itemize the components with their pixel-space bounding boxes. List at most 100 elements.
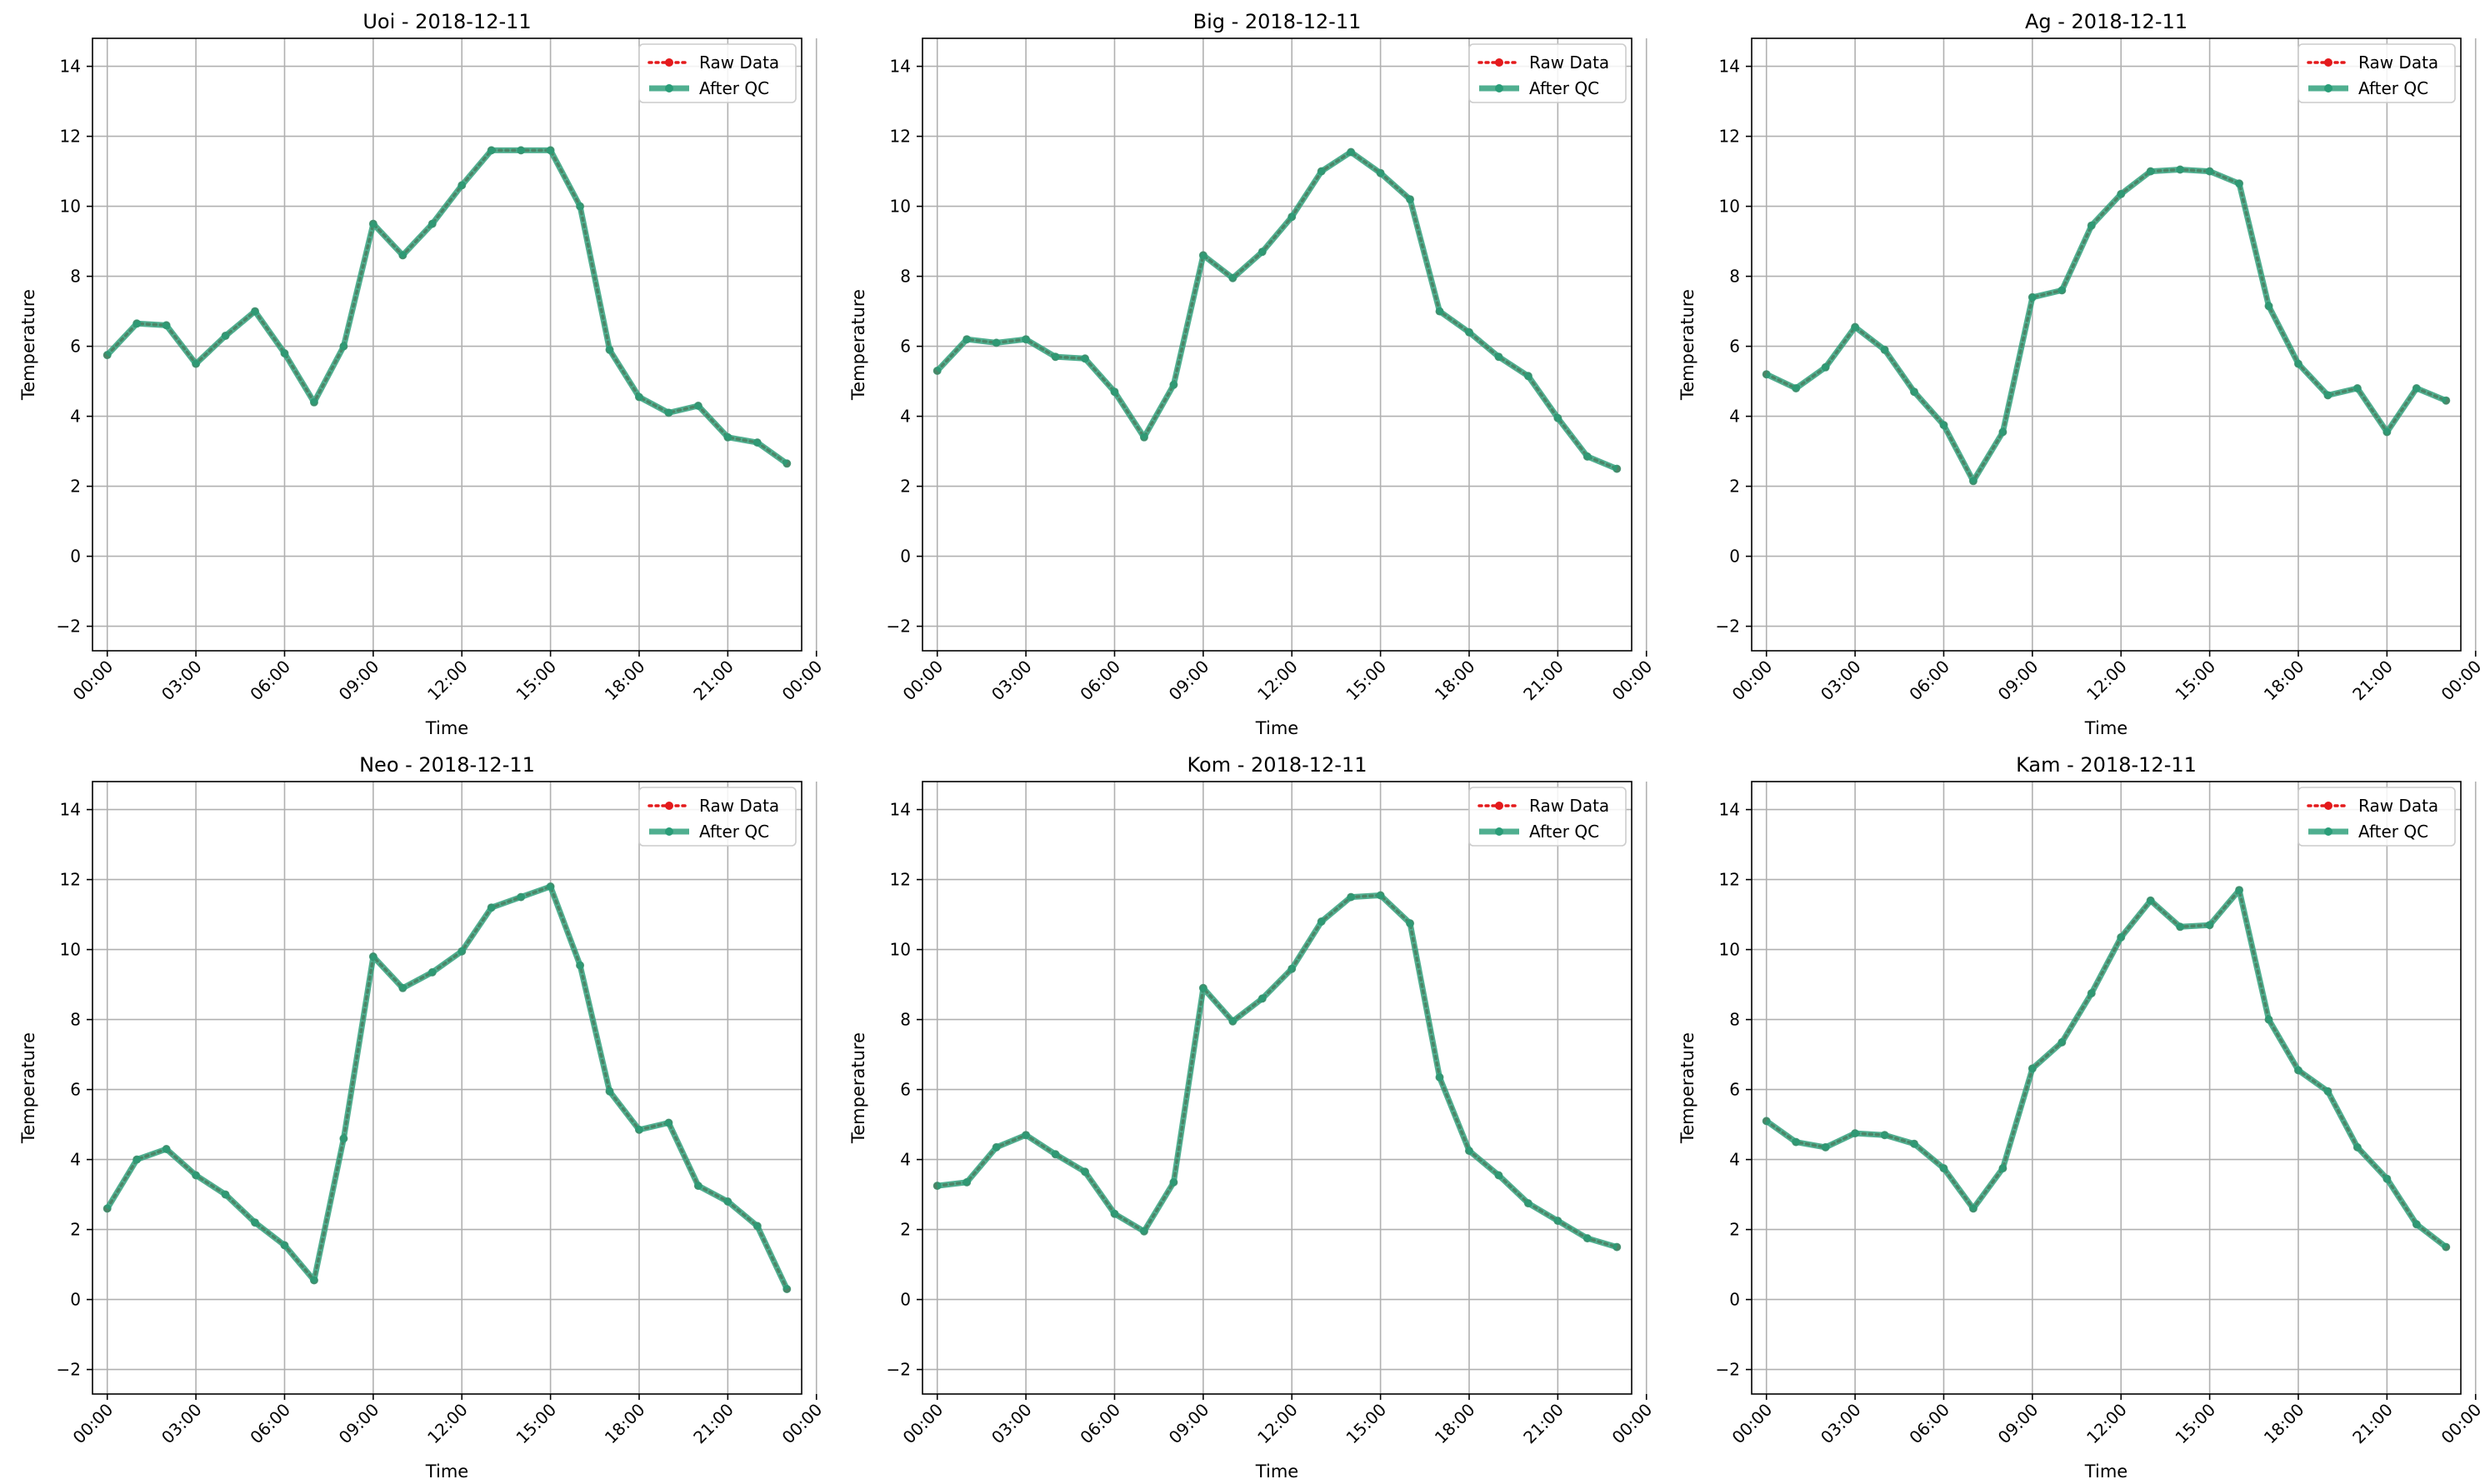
data-point: [605, 1087, 614, 1096]
x-tick-label: 03:00: [158, 1400, 206, 1448]
data-point: [752, 1222, 762, 1231]
x-axis-label: Time: [425, 718, 468, 738]
y-tick-label: −2: [1716, 1360, 1740, 1380]
data-point: [2146, 896, 2155, 905]
data-point: [1081, 354, 1090, 363]
data-point: [1939, 421, 1948, 430]
x-tick-label: 12:00: [1253, 657, 1302, 705]
y-tick-label: 6: [900, 1080, 911, 1100]
data-point: [1762, 370, 1771, 379]
data-point: [2323, 1087, 2332, 1096]
data-point: [1792, 1137, 1801, 1147]
legend-label-raw-data: Raw Data: [699, 796, 779, 816]
x-tick-label: 00:00: [899, 657, 948, 705]
y-tick-label: 6: [1729, 337, 1740, 357]
y-tick-label: 10: [1719, 197, 1740, 217]
legend-marker: [1495, 84, 1503, 92]
series-raw-data: [933, 148, 1621, 473]
data-point: [339, 342, 348, 351]
data-point: [1762, 1117, 1771, 1126]
data-point: [2028, 1064, 2037, 1073]
legend-label-raw-data: Raw Data: [2358, 796, 2438, 816]
x-tick-label: 06:00: [246, 1400, 294, 1448]
data-point: [1582, 452, 1592, 461]
subplot-title: Big - 2018-12-11: [1193, 10, 1362, 33]
subplot-5: −2 0 2 4 6 8 10 12 14 00:00 03:00 06:00 09:00 12:00 15…: [848, 753, 1656, 1482]
data-point: [962, 1177, 972, 1187]
data-point: [132, 319, 142, 328]
subplot-title: Ag - 2018-12-11: [2025, 10, 2188, 33]
data-point: [398, 251, 408, 260]
x-tick-label: 18:00: [1431, 657, 1479, 705]
data-point: [1258, 247, 1267, 257]
y-tick-label: 4: [70, 1150, 81, 1170]
data-point: [1376, 891, 1385, 900]
data-point: [2176, 922, 2185, 932]
y-tick-label: 2: [1729, 477, 1740, 497]
y-tick-label: 0: [900, 1290, 911, 1310]
y-axis-label: Temperature: [18, 289, 38, 401]
data-point: [517, 146, 526, 155]
data-point: [2264, 302, 2273, 311]
data-point: [280, 349, 289, 357]
data-point: [368, 952, 378, 961]
data-point: [487, 903, 496, 912]
data-point: [517, 892, 526, 902]
data-point: [2176, 165, 2185, 174]
x-tick-label: 06:00: [1905, 1400, 1953, 1448]
legend: Raw Data After QC: [2298, 43, 2456, 103]
x-tick-label: 12:00: [2082, 1400, 2131, 1448]
y-tick-label: 12: [60, 127, 81, 147]
x-tick-label: 00:00: [69, 1400, 118, 1448]
y-tick-label: 6: [70, 1080, 81, 1100]
y-tick-label: −2: [1716, 617, 1740, 637]
data-point: [1851, 1129, 1860, 1138]
x-tick-label: 12:00: [2082, 657, 2131, 705]
legend-label-after-qc: After QC: [2358, 822, 2428, 842]
legend-label-after-qc: After QC: [1529, 78, 1599, 98]
data-point: [1139, 432, 1148, 442]
axes-frame: [92, 781, 802, 1395]
y-tick-label: 6: [900, 337, 911, 357]
subplot-title: Neo - 2018-12-11: [359, 753, 535, 777]
x-tick-label: 18:00: [2260, 657, 2308, 705]
grid: [92, 782, 818, 1394]
data-point: [2442, 396, 2451, 405]
x-tick-label: 15:00: [512, 1400, 560, 1448]
data-point: [1347, 147, 1356, 157]
y-tick-label: 4: [900, 407, 911, 427]
x-tick-label: 21:00: [1519, 657, 1568, 705]
subplot-2: −2 0 2 4 6 8 10 12 14 00:00 03:00 06:00 09:00 12:00 15…: [848, 10, 1656, 738]
x-tick-label: 09:00: [1165, 657, 1213, 705]
data-point: [1998, 427, 2008, 437]
data-point: [192, 1171, 201, 1180]
y-tick-label: 6: [70, 337, 81, 357]
y-tick-label: 10: [60, 940, 81, 960]
legend-label-raw-data: Raw Data: [2358, 52, 2438, 72]
x-tick-label: 00:00: [1728, 657, 1777, 705]
legend: Raw Data After QC: [638, 787, 797, 847]
data-point: [1464, 1147, 1473, 1156]
grid: [92, 38, 818, 651]
data-point: [932, 1182, 942, 1191]
axes-frame: [922, 37, 1632, 652]
series-line: [1764, 167, 2448, 484]
data-point: [1998, 1164, 2008, 1173]
subplot-6: −2 0 2 4 6 8 10 12 14 00:00 03:00 06:00 09:00 12:00 15…: [1678, 753, 2485, 1482]
legend-marker: [665, 84, 673, 92]
subplot-1: −2 0 2 4 6 8 10 12 14 00:00 03:00 06:00 09:00 12:00 15…: [18, 10, 826, 738]
data-point: [1553, 413, 1562, 422]
series-after-qc: [102, 882, 792, 1293]
subplot-title: Uoi - 2018-12-11: [362, 10, 531, 33]
data-point: [723, 1197, 732, 1206]
x-tick-label: 21:00: [2348, 1400, 2397, 1448]
x-tick-label: 00:00: [778, 657, 827, 705]
y-tick-label: 4: [1729, 1150, 1740, 1170]
data-point: [251, 1218, 260, 1227]
data-point: [458, 947, 467, 956]
x-tick-label: 00:00: [778, 1400, 827, 1448]
x-axis-label: Time: [1255, 1462, 1298, 1482]
y-tick-label: 14: [1719, 57, 1740, 77]
y-tick-label: 0: [70, 547, 81, 567]
data-point: [2412, 384, 2421, 392]
